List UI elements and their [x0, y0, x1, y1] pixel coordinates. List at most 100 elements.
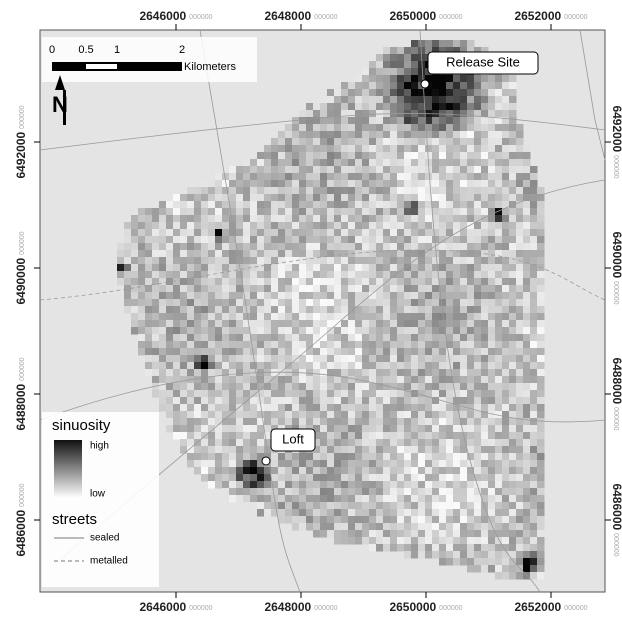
- raster-cell: [257, 278, 265, 286]
- raster-cell: [390, 404, 398, 412]
- raster-cell: [467, 495, 475, 503]
- raster-cell: [390, 201, 398, 209]
- raster-cell: [502, 222, 510, 230]
- raster-cell: [145, 215, 153, 223]
- raster-cell: [327, 530, 335, 538]
- raster-cell: [348, 446, 356, 454]
- raster-cell: [201, 390, 209, 398]
- raster-cell: [264, 320, 272, 328]
- raster-cell: [509, 313, 517, 321]
- raster-cell: [355, 348, 363, 356]
- raster-cell: [348, 173, 356, 181]
- raster-cell: [341, 243, 349, 251]
- raster-cell: [411, 222, 419, 230]
- raster-cell: [474, 411, 482, 419]
- raster-cell: [397, 390, 405, 398]
- raster-cell: [334, 89, 342, 97]
- raster-cell: [390, 180, 398, 188]
- raster-cell: [418, 271, 426, 279]
- coordinate-suffix: 000000: [439, 605, 462, 612]
- raster-cell: [383, 243, 391, 251]
- raster-cell: [425, 103, 433, 111]
- raster-cell: [243, 383, 251, 391]
- page: {"axes": {"x_ticks": [2646000, 2648000, …: [0, 0, 622, 621]
- raster-cell: [313, 474, 321, 482]
- raster-cell: [369, 362, 377, 370]
- raster-cell: [250, 285, 258, 293]
- raster-cell: [474, 530, 482, 538]
- raster-cell: [481, 474, 489, 482]
- raster-cell: [418, 131, 426, 139]
- raster-cell: [166, 271, 174, 279]
- raster-cell: [432, 306, 440, 314]
- raster-cell: [145, 236, 153, 244]
- coordinate-value: 2652000: [514, 600, 561, 614]
- raster-cell: [390, 222, 398, 230]
- raster-cell: [474, 362, 482, 370]
- raster-cell: [285, 236, 293, 244]
- raster-cell: [264, 474, 272, 482]
- raster-cell: [474, 194, 482, 202]
- raster-cell: [327, 502, 335, 510]
- raster-cell: [502, 495, 510, 503]
- raster-cell: [348, 460, 356, 468]
- raster-cell: [173, 341, 181, 349]
- raster-cell: [334, 222, 342, 230]
- raster-cell: [537, 488, 545, 496]
- raster-cell: [446, 530, 454, 538]
- raster-cell: [348, 411, 356, 419]
- raster-cell: [278, 397, 286, 405]
- raster-cell: [362, 362, 370, 370]
- raster-cell: [404, 509, 412, 517]
- raster-cell: [334, 243, 342, 251]
- raster-cell: [327, 180, 335, 188]
- raster-cell: [313, 208, 321, 216]
- raster-cell: [523, 355, 531, 363]
- raster-cell: [467, 516, 475, 524]
- raster-cell: [341, 278, 349, 286]
- raster-cell: [236, 180, 244, 188]
- raster-cell: [334, 530, 342, 538]
- raster-cell: [313, 194, 321, 202]
- raster-cell: [250, 495, 258, 503]
- raster-cell: [425, 96, 433, 104]
- raster-cell: [425, 271, 433, 279]
- raster-cell: [348, 530, 356, 538]
- coordinate-label: 2648000000000: [264, 9, 337, 23]
- raster-cell: [180, 222, 188, 230]
- raster-cell: [215, 453, 223, 461]
- raster-cell: [348, 348, 356, 356]
- raster-cell: [397, 250, 405, 258]
- raster-cell: [278, 271, 286, 279]
- raster-cell: [257, 159, 265, 167]
- raster-cell: [481, 502, 489, 510]
- raster-cell: [222, 187, 230, 195]
- raster-cell: [194, 278, 202, 286]
- raster-cell: [474, 299, 482, 307]
- raster-cell: [439, 551, 447, 559]
- raster-cell: [460, 257, 468, 265]
- raster-cell: [516, 446, 524, 454]
- raster-cell: [432, 446, 440, 454]
- raster-cell: [327, 383, 335, 391]
- raster-cell: [474, 173, 482, 181]
- raster-cell: [481, 446, 489, 454]
- raster-cell: [264, 341, 272, 349]
- raster-cell: [369, 89, 377, 97]
- raster-cell: [516, 488, 524, 496]
- raster-cell: [488, 131, 496, 139]
- raster-cell: [187, 215, 195, 223]
- raster-cell: [439, 509, 447, 517]
- coordinate-value: 2646000: [139, 600, 186, 614]
- raster-cell: [369, 397, 377, 405]
- raster-cell: [194, 327, 202, 335]
- coordinate-value: 6486000: [14, 509, 28, 556]
- raster-cell: [201, 194, 209, 202]
- raster-cell: [215, 208, 223, 216]
- raster-cell: [432, 285, 440, 293]
- raster-cell: [194, 397, 202, 405]
- raster-cell: [313, 180, 321, 188]
- raster-cell: [453, 502, 461, 510]
- raster-cell: [432, 131, 440, 139]
- raster-cell: [530, 278, 538, 286]
